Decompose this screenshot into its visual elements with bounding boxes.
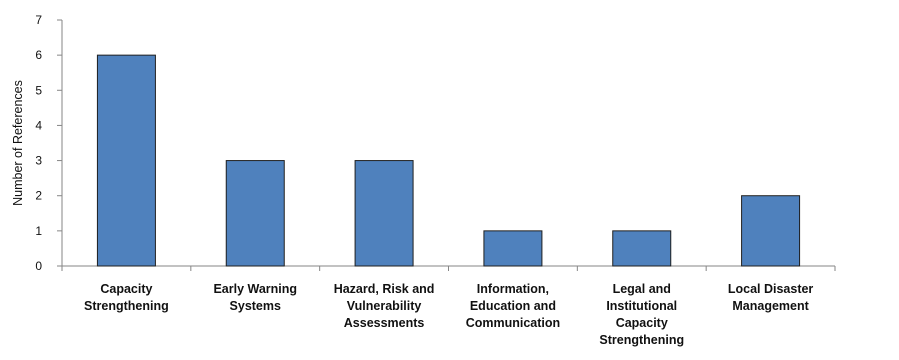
bar xyxy=(483,230,543,267)
y-tick-label: 3 xyxy=(35,154,42,168)
y-tick-label: 0 xyxy=(35,259,42,273)
y-tick-label: 6 xyxy=(35,48,42,62)
y-tick-label: 4 xyxy=(35,118,42,132)
x-category-label-line: Capacity xyxy=(616,316,668,330)
x-category-label-line: Hazard, Risk and xyxy=(334,282,435,296)
x-category-label-line: Assessments xyxy=(344,316,425,330)
x-category-label-line: Strengthening xyxy=(84,299,169,313)
bars-group xyxy=(96,54,801,267)
bar xyxy=(354,160,414,267)
x-category-label: Capacity Strengthening xyxy=(84,282,169,313)
x-category-label-line: Capacity xyxy=(100,282,152,296)
x-category-label-line: Information, xyxy=(477,282,549,296)
x-category-label-line: Vulnerability xyxy=(347,299,422,313)
x-category-label: Early Warning Systems xyxy=(213,282,297,313)
x-category-label-line: Management xyxy=(732,299,809,313)
x-category-label: Information, Education and Communication xyxy=(466,282,560,330)
y-axis-title: Number of References xyxy=(11,80,25,206)
category-labels-group: Capacity Strengthening Early Warning System… xyxy=(84,282,813,347)
x-category-label-line: Institutional xyxy=(606,299,677,313)
x-category-label-line: Legal and xyxy=(613,282,671,296)
x-category-label-line: Early Warning xyxy=(213,282,297,296)
y-tick-label: 5 xyxy=(35,83,42,97)
bar xyxy=(96,54,156,267)
y-tick-label: 2 xyxy=(35,189,42,203)
x-category-label-line: Systems xyxy=(230,299,281,313)
y-tick-label: 7 xyxy=(35,13,42,27)
y-tick-label: 1 xyxy=(35,224,42,238)
x-category-label: Local Disaster Management xyxy=(728,282,814,313)
bar xyxy=(225,160,285,267)
axes-group xyxy=(61,20,835,267)
x-category-label-line: Strengthening xyxy=(599,333,684,347)
x-category-label: Legal and Institutional Capacity Strengthen… xyxy=(599,282,684,347)
bar xyxy=(741,195,801,267)
bar xyxy=(612,230,672,267)
x-category-label-line: Communication xyxy=(466,316,560,330)
y-ticks-group: 0 1 2 3 4 5 6 7 xyxy=(35,13,62,273)
x-category-label-line: Education and xyxy=(470,299,556,313)
x-category-label: Hazard, Risk and Vulnerability Assessments xyxy=(334,282,435,330)
x-category-label-line: Local Disaster xyxy=(728,282,814,296)
x-ticks-group xyxy=(61,266,836,271)
